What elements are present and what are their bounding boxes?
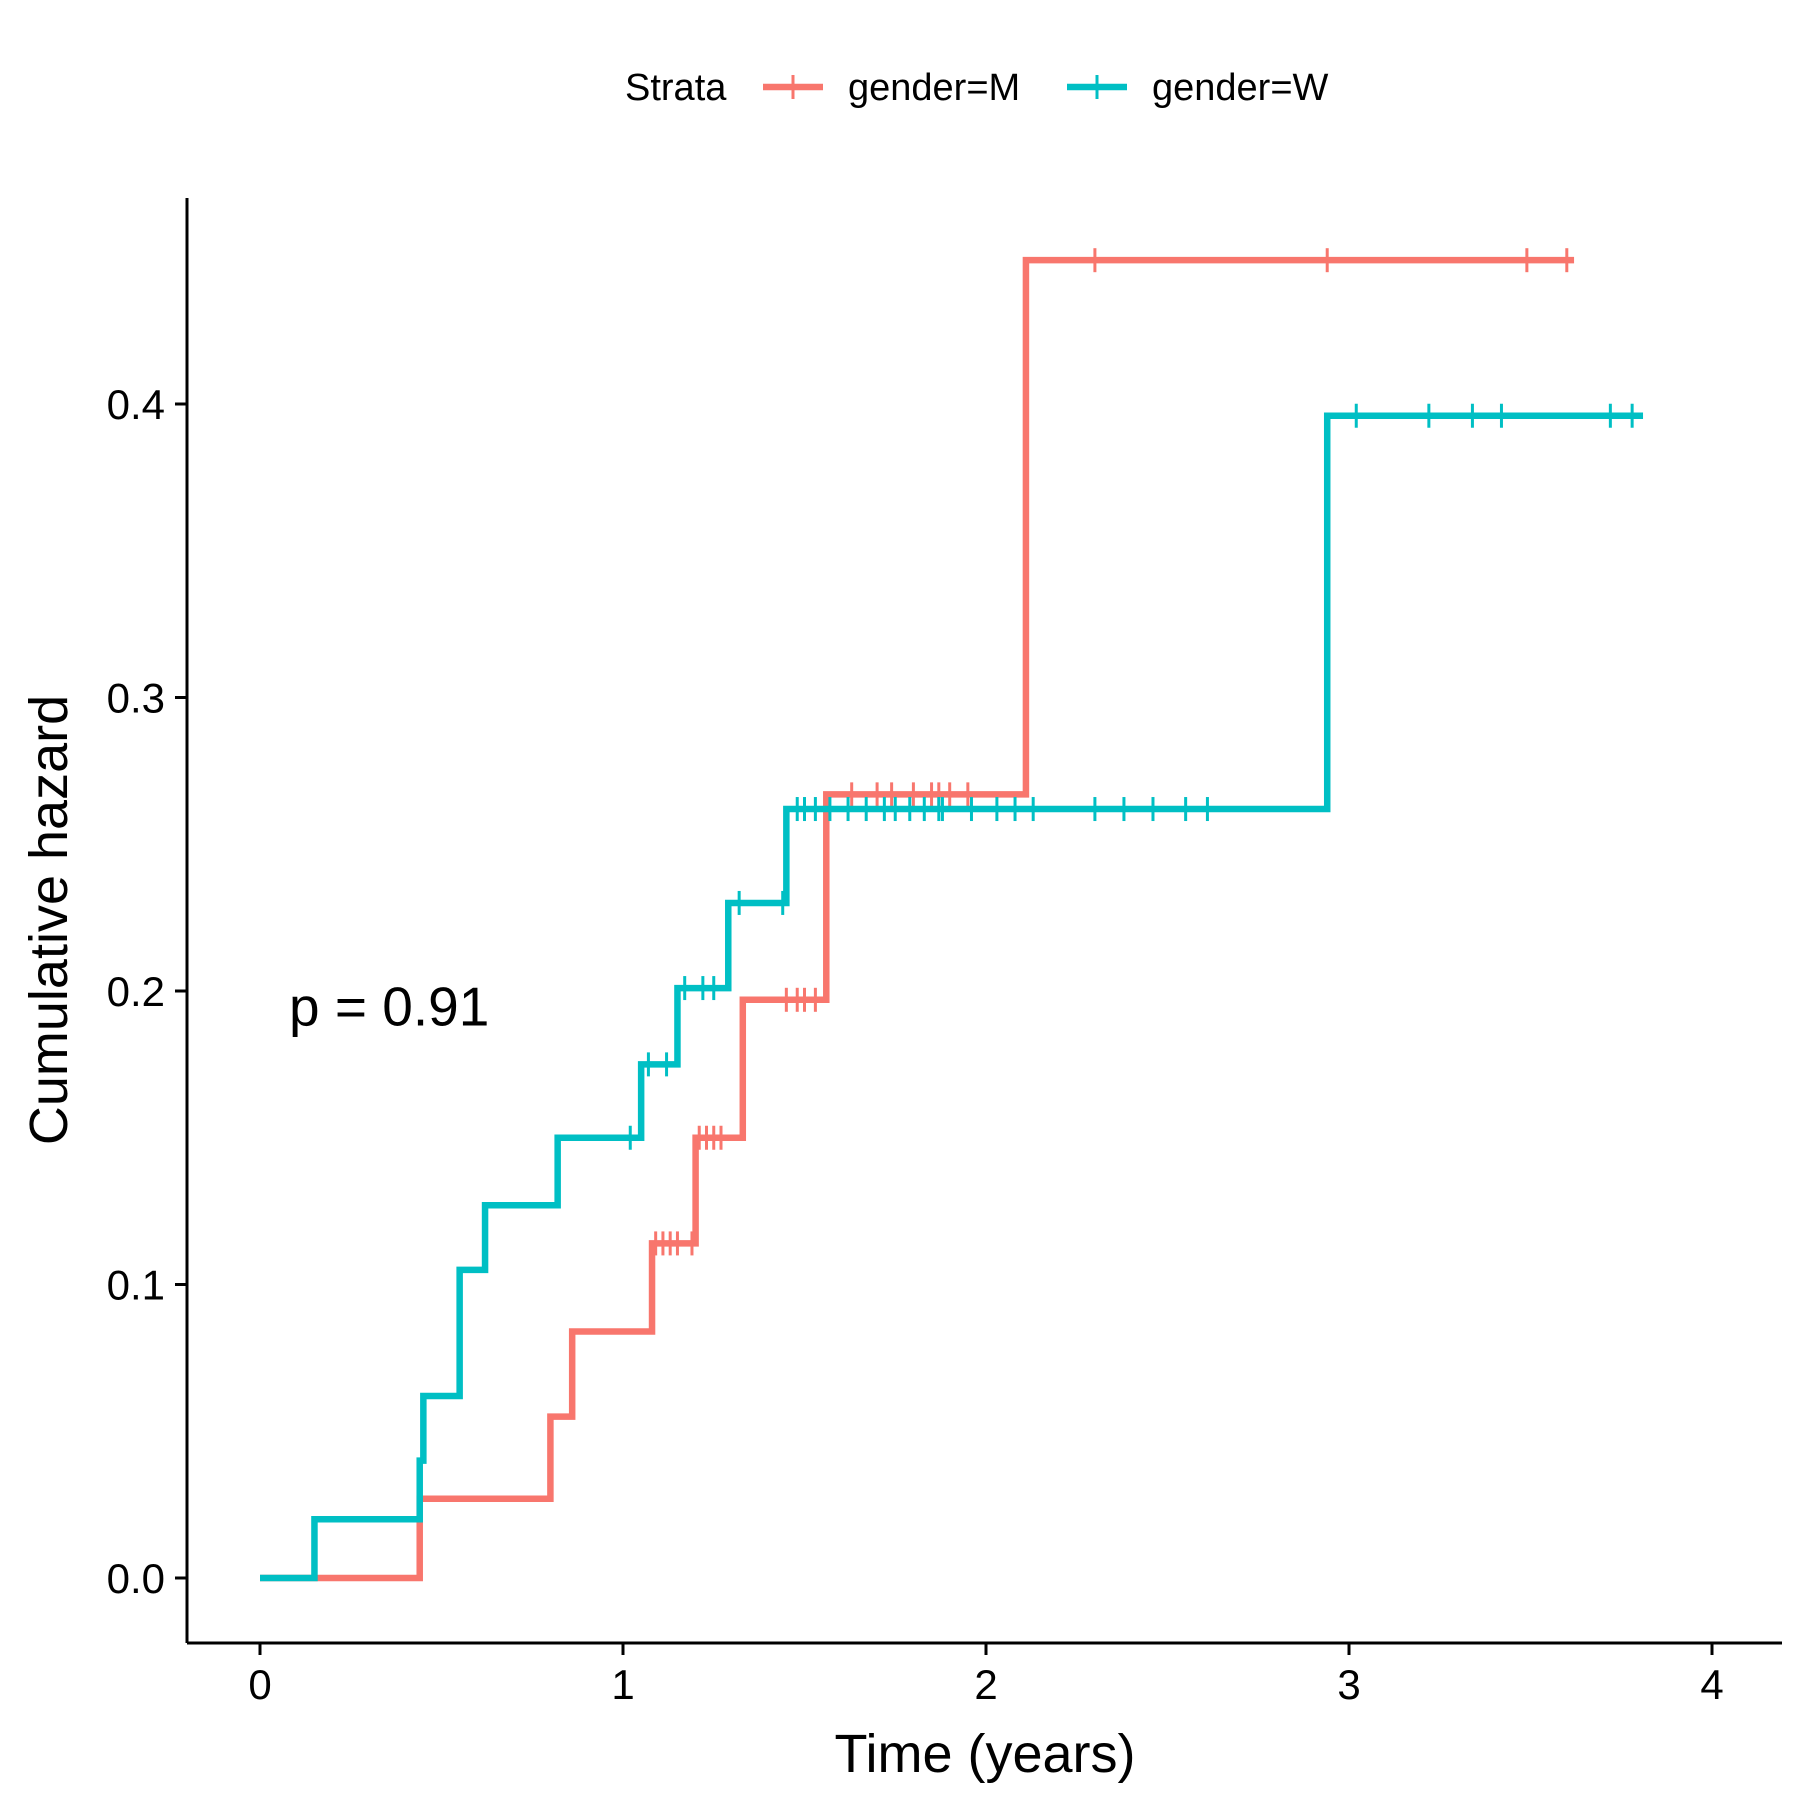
y-tick-label: 0.1 <box>107 1262 165 1309</box>
x-tick-label: 4 <box>1700 1661 1723 1708</box>
legend-label: gender=M <box>848 67 1020 109</box>
step-line <box>260 412 1644 1582</box>
curves <box>260 248 1644 1582</box>
y-tick-label: 0.4 <box>107 381 165 428</box>
legend-item-1: gender=W <box>1067 67 1329 109</box>
x-axis-title: Time (years) <box>834 1724 1135 1784</box>
y-tick-label: 0.2 <box>107 968 165 1015</box>
x-tick-label: 0 <box>248 1661 271 1708</box>
legend-label: gender=W <box>1152 67 1329 109</box>
legend-title: Strata <box>625 67 727 109</box>
legend: Strata gender=M gender=W <box>625 67 1329 109</box>
x-tick-label: 3 <box>1337 1661 1360 1708</box>
y-tick-label: 0.3 <box>107 675 165 722</box>
series-0 <box>260 248 1575 1582</box>
step-line <box>260 256 1575 1582</box>
y-axis-title: Cumulative hazard <box>19 695 79 1145</box>
axes: 0 1 2 3 4 0.0 0.1 0.2 0.3 0.4 <box>107 198 1782 1708</box>
x-tick-label: 1 <box>611 1661 634 1708</box>
series-1 <box>260 403 1644 1582</box>
p-value-annotation: p = 0.91 <box>289 976 489 1038</box>
x-tick-label: 2 <box>974 1661 997 1708</box>
legend-item-0: gender=M <box>763 67 1020 109</box>
y-tick-label: 0.0 <box>107 1555 165 1602</box>
